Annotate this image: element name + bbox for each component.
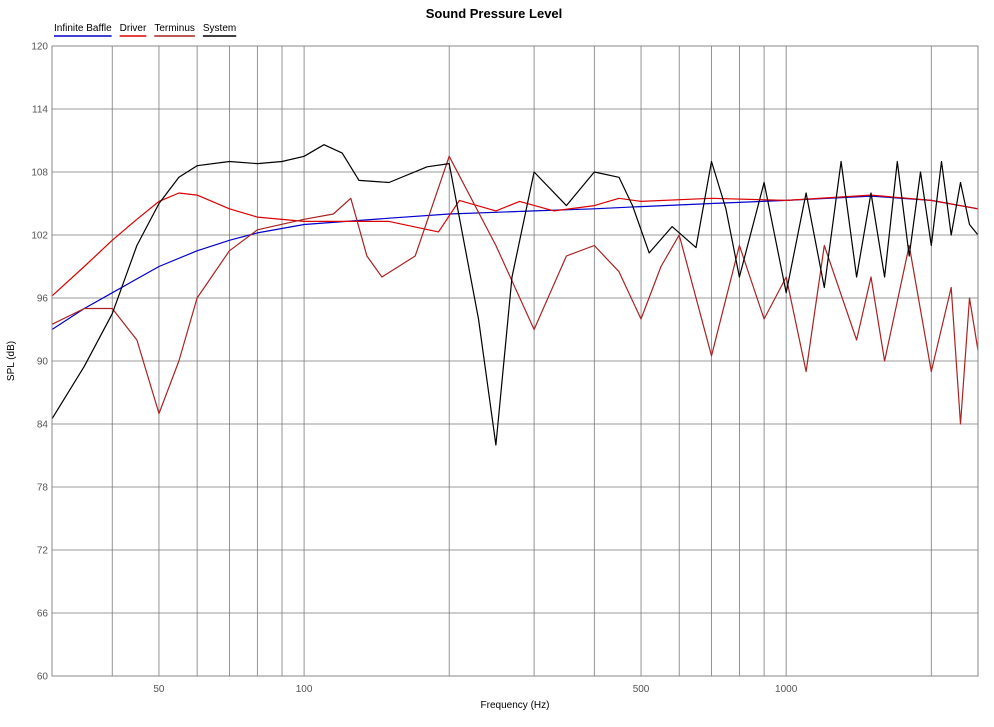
y-tick-label: 108 bbox=[31, 168, 48, 179]
y-tick-label: 72 bbox=[37, 546, 49, 557]
x-tick-label: 100 bbox=[296, 684, 313, 695]
legend-label-driver: Driver bbox=[120, 23, 147, 34]
y-axis-label: SPL (dB) bbox=[6, 341, 17, 381]
x-axis-ticks: 50 100 500 1000 bbox=[153, 684, 797, 695]
x-axis-label: Frequency (Hz) bbox=[481, 700, 550, 711]
y-tick-label: 78 bbox=[37, 483, 49, 494]
grid bbox=[52, 45, 978, 677]
plot-frame bbox=[51, 45, 979, 677]
series-line-terminus bbox=[51, 155, 979, 425]
y-tick-label: 90 bbox=[37, 357, 49, 368]
y-tick-label: 66 bbox=[37, 609, 49, 620]
y-tick-label: 114 bbox=[32, 105, 48, 116]
legend: Infinite Baffle Driver Terminus System bbox=[54, 23, 237, 37]
y-tick-label: 84 bbox=[37, 420, 49, 431]
series-line-system bbox=[51, 144, 979, 446]
x-tick-label: 1000 bbox=[775, 684, 798, 695]
y-tick-label: 60 bbox=[37, 672, 49, 683]
series-line-driver bbox=[51, 192, 979, 297]
x-tick-label: 500 bbox=[633, 684, 650, 695]
y-tick-label: 102 bbox=[31, 231, 48, 242]
chart-title: Sound Pressure Level bbox=[426, 6, 563, 21]
x-tick-label: 50 bbox=[153, 684, 165, 695]
legend-label-infinite-baffle: Infinite Baffle bbox=[54, 23, 112, 34]
legend-label-terminus: Terminus bbox=[154, 23, 195, 34]
y-tick-label: 96 bbox=[37, 294, 49, 305]
y-axis-ticks: 60 66 72 78 84 90 96 102 108 114 120 bbox=[31, 42, 48, 683]
legend-label-system: System bbox=[203, 23, 236, 34]
series-layer bbox=[51, 144, 979, 446]
y-tick-label: 120 bbox=[31, 42, 48, 53]
